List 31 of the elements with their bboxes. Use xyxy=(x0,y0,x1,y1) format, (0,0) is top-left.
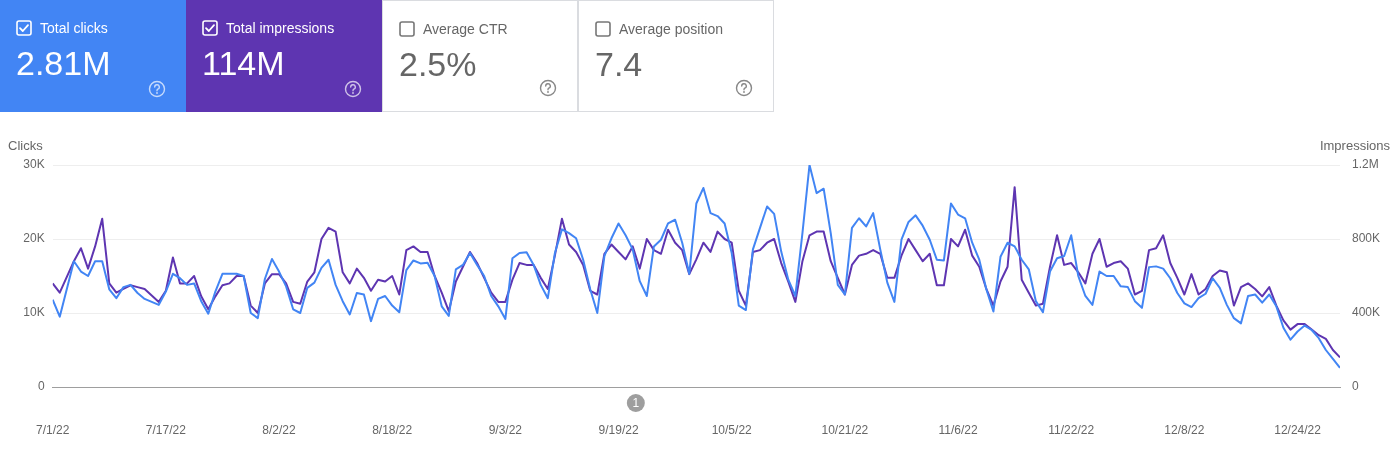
x-tick-label: 10/5/22 xyxy=(711,422,753,437)
x-tick-label: 12/24/22 xyxy=(1274,422,1322,437)
text: 114M xyxy=(202,44,286,83)
y-tick-label: 20K xyxy=(23,231,45,246)
x-tick-label: 9/19/22 xyxy=(598,422,639,437)
text: 7.4 xyxy=(595,45,644,84)
y-tick-label: 10K xyxy=(23,305,45,320)
y-tick-label: 0 xyxy=(37,379,45,394)
x-tick-label: 12/8/22 xyxy=(1164,422,1205,437)
y-tick-label: 30K xyxy=(23,157,45,172)
y2-tick-label: 1.2M xyxy=(1352,157,1379,172)
text: 2.81M xyxy=(16,44,112,83)
legend-label: Total impressions xyxy=(226,20,335,36)
y2-axis-title: Impressions xyxy=(1319,138,1391,154)
x-tick-label: 10/21/22 xyxy=(821,422,869,437)
legend-label: Total clicks xyxy=(40,20,108,36)
x-tick-label: 7/1/22 xyxy=(35,422,70,437)
y-axis-title: Clicks xyxy=(8,138,44,154)
x-tick-label: 11/6/22 xyxy=(938,422,978,437)
text: Average CTR xyxy=(423,21,508,37)
x-tick-label: 8/18/22 xyxy=(372,422,413,437)
x-tick-label: 7/17/22 xyxy=(145,422,187,437)
text: 1 xyxy=(632,396,640,411)
x-tick-label: 8/2/22 xyxy=(262,422,297,437)
text: 2.5% xyxy=(399,45,478,84)
y2-tick-label: 800K xyxy=(1352,231,1381,246)
x-tick-label: 11/22/22 xyxy=(1048,422,1095,437)
y2-tick-label: 0 xyxy=(1352,379,1359,394)
y2-tick-label: 400K xyxy=(1352,305,1381,320)
x-tick-label: 9/3/22 xyxy=(488,422,523,437)
text: Average position xyxy=(619,21,724,37)
